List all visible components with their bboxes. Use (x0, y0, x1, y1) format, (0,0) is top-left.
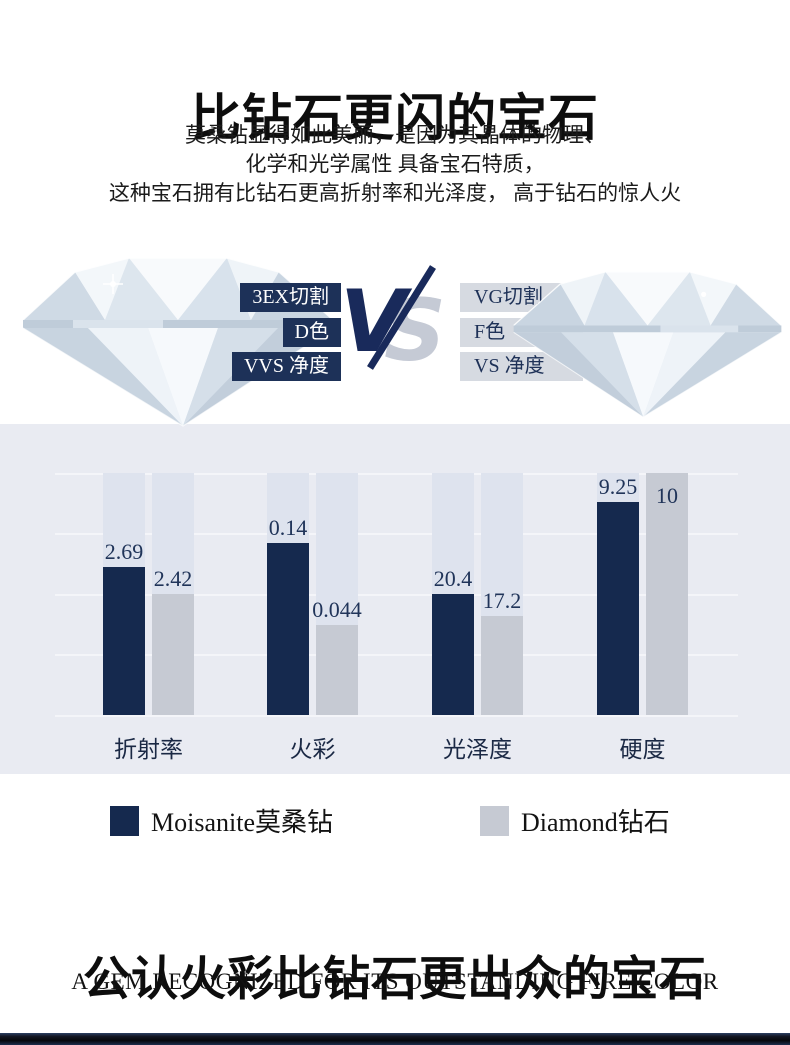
bar-group-1: 0.14 0.044 火彩 (267, 473, 362, 764)
intro-line: 化学和光学属性 具备宝石特质， (245, 152, 545, 176)
diamond-bar-track: 10 (646, 473, 688, 715)
category-label: 光泽度 (443, 737, 512, 762)
diamond-bar (646, 473, 688, 715)
bar-value-label: 2.42 (153, 566, 193, 591)
legend-item-moissanite: Moisanite莫桑钻 (110, 802, 333, 839)
moissanite-bar-track: 9.25 (597, 473, 639, 715)
intro-paragraph: 莫桑钻显得如此美丽，是因为其晶体的物理、 化学和光学属性 具备宝石特质， 这种宝… (0, 121, 790, 208)
footer-title: 公认火彩比钻石更出众的宝石 (83, 954, 707, 1006)
moissanite-bar (432, 594, 474, 715)
page-title: 比钻石更闪的宝石 (191, 89, 599, 146)
comparison-bar-chart: 2.69 2.42 折射率 0.14 0.044 火彩 20.4 17.2 光泽度 9.25 10 硬… (0, 424, 790, 774)
footer-subtitle: A GEM RECOGNIZED FOR ITS OUTSTANDING FIR… (71, 969, 719, 994)
moissanite-spec-clarity: VVS 净度 (231, 352, 341, 381)
bar-group-0: 2.69 2.42 折射率 (103, 473, 194, 764)
diamond-bar (316, 625, 358, 715)
bar-value-label: 9.25 (598, 474, 638, 500)
moissanite-bar (597, 502, 639, 715)
intro-line: 莫桑钻显得如此美丽，是因为其晶体的物理、 (185, 123, 605, 147)
bar-value-label: 20.4 (433, 566, 473, 591)
legend-label: Moisanite莫桑钻 (151, 808, 333, 837)
bar-pair: 0.14 0.044 (267, 473, 362, 715)
bottom-image-strip (0, 1033, 790, 1045)
bar-pair: 9.25 10 (597, 473, 688, 715)
bar-pair: 2.69 2.42 (103, 473, 194, 715)
bar-group-2: 20.4 17.2 光泽度 (432, 473, 523, 764)
diamond-spec-clarity: VS 净度 (460, 352, 583, 381)
bar-value-label: 17.2 (482, 587, 522, 613)
moissanite-bar-track: 20.4 (432, 473, 474, 715)
category-label: 火彩 (289, 737, 336, 762)
legend-label: Diamond钻石 (521, 808, 670, 837)
moissanite-spec-cut: 3EX切割 (240, 283, 341, 312)
diamond-bar-track: 0.044 (312, 473, 362, 715)
bar-value-label: 2.69 (104, 539, 144, 565)
gridline (55, 473, 738, 475)
diamond-bar-track: 17.2 (481, 473, 523, 715)
category-label: 硬度 (619, 737, 666, 762)
gridline (55, 715, 738, 717)
bar-pair: 20.4 17.2 (432, 473, 523, 715)
diamond-legend-swatch (480, 805, 509, 836)
legend-item-diamond: Diamond钻石 (480, 802, 670, 839)
gridline (55, 594, 738, 596)
moissanite-bar-track: 0.14 (267, 473, 309, 715)
moissanite-spec-color: D色 (282, 318, 341, 347)
diamond-image (513, 271, 782, 418)
diamond-bar-track: 2.42 (152, 473, 194, 715)
category-label: 折射率 (114, 737, 183, 762)
intro-line: 这种宝石拥有比钻石更高折射率和光泽度， 高于钻石的惊人火 (108, 181, 682, 205)
moissanite-bar (267, 543, 309, 715)
bar-value-label: 0.14 (268, 515, 308, 541)
bar-value-label: 0.044 (312, 597, 362, 623)
moissanite-legend-swatch (110, 805, 139, 836)
moissanite-bar (103, 567, 145, 715)
diamond-bar (152, 594, 194, 715)
gridline (55, 533, 738, 535)
moissanite-bar-track: 2.69 (103, 473, 145, 715)
gridline (55, 654, 738, 656)
vs-icon: S V (340, 265, 446, 371)
bar-group-3: 9.25 10 硬度 (597, 473, 688, 764)
diamond-bar (481, 615, 523, 715)
bar-value-label: 10 (656, 483, 678, 508)
